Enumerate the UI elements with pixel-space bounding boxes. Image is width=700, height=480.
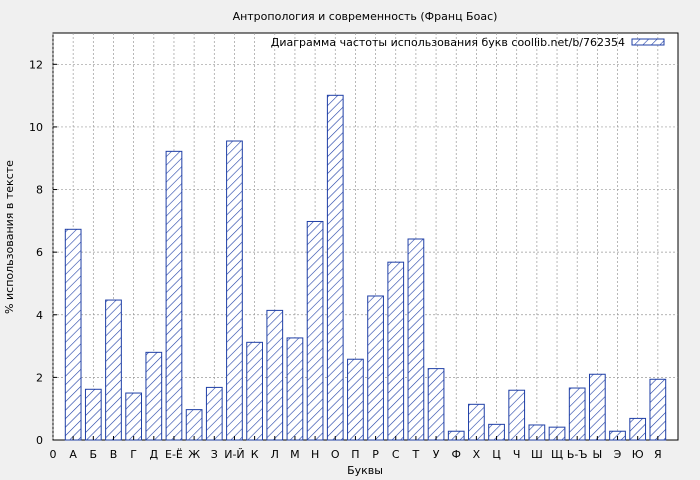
y-tick-label: 6 xyxy=(36,246,43,259)
x-tick-label: Ы xyxy=(592,448,602,461)
x-tick-label: Р xyxy=(372,448,379,461)
x-tick-label: Ю xyxy=(632,448,644,461)
bar xyxy=(387,261,405,441)
y-tick-label: 2 xyxy=(36,371,43,384)
y-tick-label: 10 xyxy=(29,121,43,134)
x-axis-label: Буквы xyxy=(347,464,383,477)
x-tick-label: К xyxy=(251,448,259,461)
x-tick-label: Е-Ё xyxy=(165,448,183,461)
x-tick-label: Щ xyxy=(551,448,563,461)
bar xyxy=(407,238,425,441)
bar xyxy=(649,378,667,441)
chart-title: Антропология и современность (Франц Боас… xyxy=(233,10,498,23)
x-tick-label: У xyxy=(433,448,440,461)
bar xyxy=(185,409,203,441)
y-tick-label: 4 xyxy=(36,309,43,322)
bar xyxy=(84,388,102,441)
x-tick-label: Э xyxy=(614,448,622,461)
y-axis-ticks: 0 2 4 6 8 10 12 xyxy=(29,58,57,447)
legend-swatch xyxy=(631,38,665,46)
y-axis-label: % использования в тексте xyxy=(3,160,16,314)
y-tick-label: 12 xyxy=(29,58,43,71)
bar xyxy=(165,150,183,441)
bar xyxy=(306,220,324,441)
x-tick-label: 0 xyxy=(50,448,57,461)
bar xyxy=(226,140,243,441)
x-tick-label: Ч xyxy=(513,448,521,461)
bar xyxy=(568,387,586,441)
bar xyxy=(367,295,384,441)
x-tick-label: О xyxy=(331,448,340,461)
bar xyxy=(145,351,163,441)
x-tick-label: П xyxy=(351,448,359,461)
bar xyxy=(588,373,606,441)
bar xyxy=(105,299,122,441)
x-tick-label: Д xyxy=(150,448,159,461)
bars xyxy=(64,94,667,441)
x-tick-label: Х xyxy=(473,448,481,461)
x-tick-label: В xyxy=(110,448,118,461)
x-tick-label: Ш xyxy=(531,448,543,461)
x-tick-label: Л xyxy=(271,448,279,461)
x-tick-label: Ф xyxy=(451,448,460,461)
x-tick-label: Г xyxy=(130,448,137,461)
x-tick-label: Т xyxy=(412,448,420,461)
x-tick-label: Н xyxy=(311,448,319,461)
bar xyxy=(326,94,344,441)
bar xyxy=(347,358,364,441)
legend: Диаграмма частоты использования букв coo… xyxy=(271,36,665,49)
x-tick-label: Ц xyxy=(492,448,501,461)
y-tick-label: 0 xyxy=(36,434,43,447)
bar xyxy=(64,228,82,441)
x-tick-label: Ж xyxy=(188,448,200,461)
x-tick-label: Я xyxy=(654,448,662,461)
bar xyxy=(125,392,143,441)
bar xyxy=(508,389,526,441)
x-tick-label: А xyxy=(69,448,77,461)
x-tick-label: М xyxy=(290,448,300,461)
x-axis-ticks: 0 А Б В Г Д Е-Ё Ж З И-Й К Л М Н О П Р С Т У Ф Х Ц Ч Ш Щ Ь-Ъ Ы Э Ю Я xyxy=(50,436,662,461)
bar xyxy=(427,368,445,441)
x-tick-label: Б xyxy=(90,448,98,461)
x-tick-label: И-Й xyxy=(224,448,244,461)
bar xyxy=(205,386,223,441)
bar xyxy=(468,403,485,441)
bar xyxy=(286,337,304,441)
x-tick-label: Ь-Ъ xyxy=(567,448,588,461)
x-tick-label: З xyxy=(211,448,218,461)
bar xyxy=(266,309,284,441)
bar xyxy=(246,341,263,441)
x-tick-label: С xyxy=(392,448,400,461)
y-tick-label: 8 xyxy=(36,184,43,197)
legend-label: Диаграмма частоты использования букв coo… xyxy=(271,36,625,49)
